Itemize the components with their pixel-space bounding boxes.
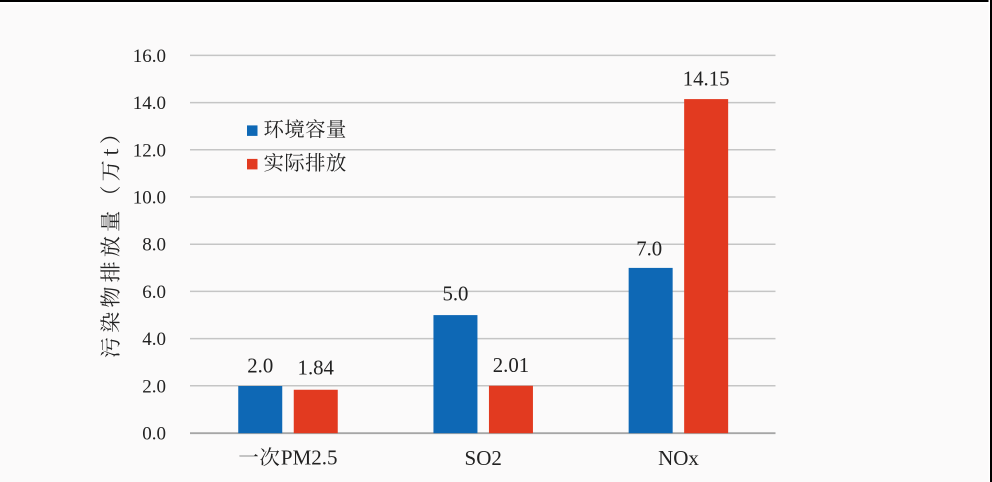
svg-text:6.0: 6.0 (142, 282, 166, 303)
svg-text:NOx: NOx (658, 446, 699, 470)
svg-text:SO2: SO2 (465, 446, 502, 470)
svg-text:PM2.5: PM2.5 (281, 446, 338, 470)
svg-text:5.0: 5.0 (442, 283, 468, 306)
svg-text:1.84: 1.84 (298, 357, 335, 380)
svg-text:8.0: 8.0 (142, 235, 166, 256)
svg-text:14.15: 14.15 (683, 68, 730, 91)
svg-text:2.0: 2.0 (247, 355, 273, 378)
svg-text:10.0: 10.0 (133, 188, 166, 209)
svg-text:2.0: 2.0 (142, 376, 166, 397)
svg-text:7.0: 7.0 (636, 238, 662, 261)
svg-text:14.0: 14.0 (133, 93, 166, 114)
svg-text:4.0: 4.0 (142, 329, 166, 350)
svg-text:16.0: 16.0 (133, 46, 166, 67)
svg-text:2.01: 2.01 (493, 354, 529, 377)
svg-text:12.0: 12.0 (133, 140, 166, 161)
svg-text:0.0: 0.0 (142, 424, 166, 445)
